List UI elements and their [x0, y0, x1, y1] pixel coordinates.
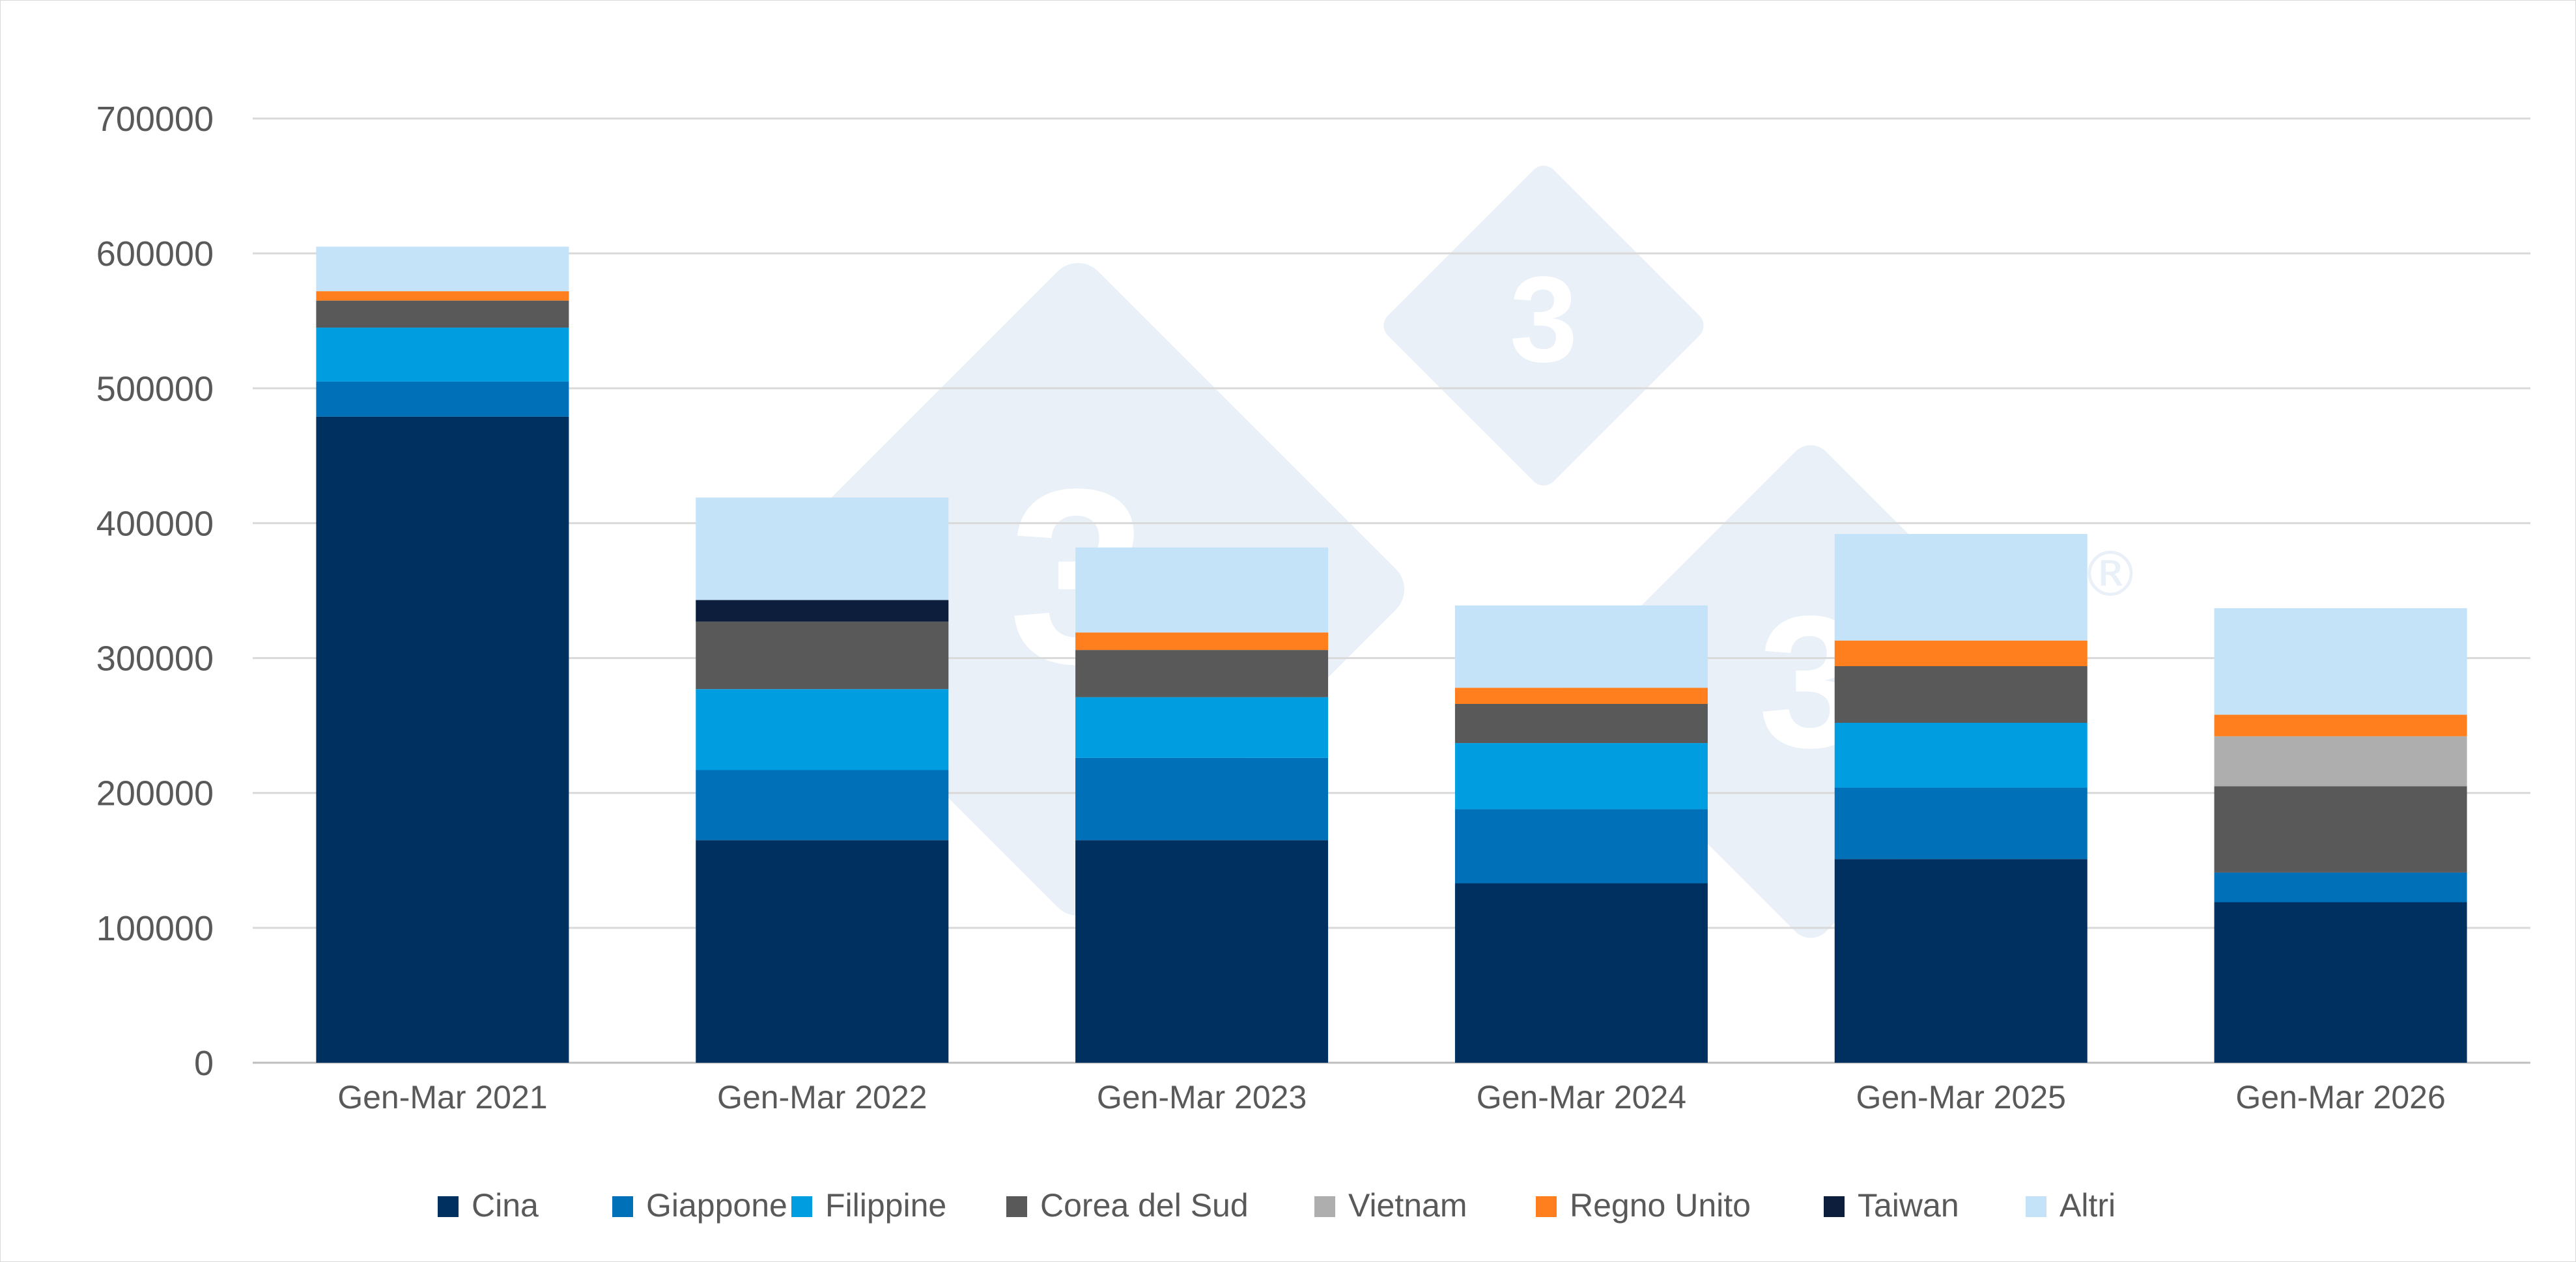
- legend-swatch: [1006, 1196, 1027, 1217]
- legend-swatch: [1314, 1196, 1335, 1217]
- legend-label: Regno Unito: [1570, 1187, 1751, 1224]
- bar-segment: [316, 416, 569, 1063]
- x-tick-label: Gen-Mar 2021: [337, 1079, 547, 1115]
- bar-segment: [1834, 666, 2088, 723]
- bar-stack: [1834, 534, 2088, 1063]
- y-tick-label: 700000: [96, 100, 214, 139]
- bar-segment: [1834, 723, 2088, 788]
- bar-segment: [696, 689, 949, 770]
- bar-segment: [1075, 547, 1329, 633]
- x-tick-label: Gen-Mar 2022: [717, 1079, 927, 1115]
- gridlines: [253, 117, 2530, 1064]
- bar-segment: [696, 498, 949, 600]
- bar-stack: [316, 246, 569, 1063]
- y-tick-label: 500000: [96, 369, 214, 408]
- bar-segment: [1834, 787, 2088, 860]
- legend-swatch: [1536, 1196, 1557, 1217]
- bar-segment: [696, 600, 949, 622]
- y-tick-label: 400000: [96, 504, 214, 543]
- bar-segment: [2214, 714, 2467, 736]
- legend-label: Cina: [472, 1187, 539, 1224]
- bar-segment: [1454, 743, 1708, 809]
- legend-label: Altri: [2059, 1187, 2116, 1224]
- bar-segment: [1834, 534, 2088, 641]
- bar-stack: [2214, 608, 2467, 1063]
- y-tick-label: 600000: [96, 234, 214, 273]
- bar-segment: [316, 328, 569, 382]
- watermark-glyph: 3: [1510, 251, 1578, 387]
- legend-swatch: [791, 1196, 812, 1217]
- y-axis: 0 100000 200000 300000 400000 500000 600000 700…: [96, 100, 214, 1083]
- bar-segment: [316, 381, 569, 417]
- legend: Cina Giappone Filippine Corea del Sud Vietna…: [438, 1187, 2116, 1224]
- legend-label: Giappone: [646, 1187, 787, 1224]
- legend-item: Regno Unito: [1536, 1187, 1751, 1224]
- bar-segment: [2214, 736, 2467, 787]
- legend-item: Corea del Sud: [1006, 1187, 1249, 1224]
- bar-segment: [316, 291, 569, 301]
- legend-swatch: [438, 1196, 459, 1217]
- watermark-diamond: 3: [1383, 165, 1704, 486]
- bar-stack: [1075, 547, 1329, 1063]
- bar-segment: [2214, 786, 2467, 873]
- bar-segment: [1075, 650, 1329, 697]
- bar-segment: [2214, 902, 2467, 1063]
- legend-swatch: [1824, 1196, 1845, 1217]
- bar-segment: [1075, 757, 1329, 841]
- legend-label: Taiwan: [1858, 1187, 1959, 1224]
- bars: [316, 246, 2467, 1063]
- y-tick-label: 200000: [96, 774, 214, 813]
- bar-segment: [1075, 632, 1329, 651]
- legend-item: Vietnam: [1314, 1187, 1467, 1224]
- bar-segment: [2214, 608, 2467, 715]
- legend-item: Cina: [438, 1187, 539, 1224]
- y-tick-label: 100000: [96, 909, 214, 948]
- legend-label: Vietnam: [1348, 1187, 1467, 1224]
- legend-label: Filippine: [825, 1187, 946, 1224]
- legend-item: Filippine: [791, 1187, 946, 1224]
- bar-segment: [1454, 704, 1708, 744]
- bar-segment: [2214, 872, 2467, 903]
- legend-item: Giappone: [612, 1187, 787, 1224]
- legend-swatch: [2026, 1196, 2046, 1217]
- x-tick-label: Gen-Mar 2026: [2235, 1079, 2445, 1115]
- legend-label: Corea del Sud: [1040, 1187, 1249, 1224]
- legend-item: Altri: [2026, 1187, 2116, 1224]
- bar-segment: [1075, 840, 1329, 1063]
- x-tick-label: Gen-Mar 2024: [1477, 1079, 1686, 1115]
- bar-stack: [696, 498, 949, 1063]
- x-tick-label: Gen-Mar 2025: [1856, 1079, 2066, 1115]
- bar-segment: [1454, 688, 1708, 704]
- bar-segment: [316, 246, 569, 292]
- bar-segment: [316, 300, 569, 328]
- bar-segment: [1834, 640, 2088, 666]
- legend-item: Taiwan: [1824, 1187, 1959, 1224]
- legend-swatch: [612, 1196, 633, 1217]
- bar-segment: [696, 621, 949, 690]
- y-tick-label: 0: [194, 1044, 214, 1083]
- bar-segment: [1075, 697, 1329, 758]
- bar-segment: [1454, 883, 1708, 1063]
- bar-segment: [1454, 605, 1708, 688]
- watermark-registered-mark: ®: [2080, 539, 2142, 611]
- bar-segment: [696, 840, 949, 1063]
- bar-segment: [696, 770, 949, 841]
- bar-segment: [1454, 809, 1708, 884]
- y-tick-label: 300000: [96, 639, 214, 679]
- bar-stack: [1454, 605, 1708, 1063]
- x-tick-label: Gen-Mar 2023: [1097, 1079, 1307, 1115]
- x-axis: Gen-Mar 2021 Gen-Mar 2022 Gen-Mar 2023 Gen-…: [337, 1079, 2446, 1115]
- bar-segment: [1834, 859, 2088, 1063]
